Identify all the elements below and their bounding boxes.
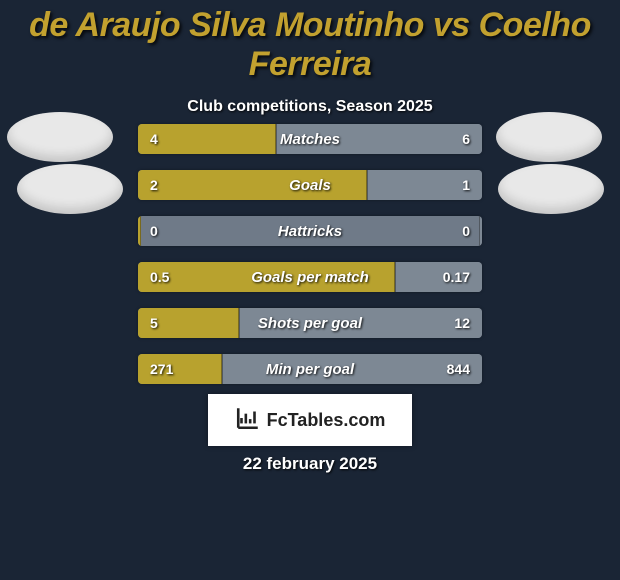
player-photo <box>498 164 604 214</box>
date-label: 22 february 2025 <box>0 454 620 474</box>
stat-bar-left <box>138 216 141 246</box>
player-photo <box>496 112 602 162</box>
stat-bar-right <box>276 124 482 154</box>
player-photo <box>7 112 113 162</box>
watermark-text: FcTables.com <box>267 410 386 431</box>
stat-row: 46Matches <box>138 124 482 154</box>
stat-bar-right <box>367 170 482 200</box>
stat-bar-left <box>138 262 395 292</box>
stat-rows: 46Matches 21Goals 00Hattricks 0.50.17Goals … <box>138 124 482 400</box>
page-title: de Araujo Silva Moutinho vs Coelho Ferre… <box>0 0 620 84</box>
stat-row: 00Hattricks <box>138 216 482 246</box>
watermark: FcTables.com <box>208 394 412 446</box>
stat-bar-right <box>395 262 482 292</box>
stat-bar-left <box>138 170 367 200</box>
stat-bar-right <box>239 308 482 338</box>
stat-row: 21Goals <box>138 170 482 200</box>
stat-bar-left <box>138 124 276 154</box>
stat-bar-right <box>479 216 482 246</box>
comparison-card: de Araujo Silva Moutinho vs Coelho Ferre… <box>0 0 620 580</box>
stat-bar-right <box>222 354 482 384</box>
player-photo <box>17 164 123 214</box>
stat-row: 0.50.17Goals per match <box>138 262 482 292</box>
stat-row: 512Shots per goal <box>138 308 482 338</box>
stat-bar-left <box>138 308 239 338</box>
chart-icon <box>235 405 261 436</box>
stat-row: 271844Min per goal <box>138 354 482 384</box>
stat-bar-left <box>138 354 222 384</box>
